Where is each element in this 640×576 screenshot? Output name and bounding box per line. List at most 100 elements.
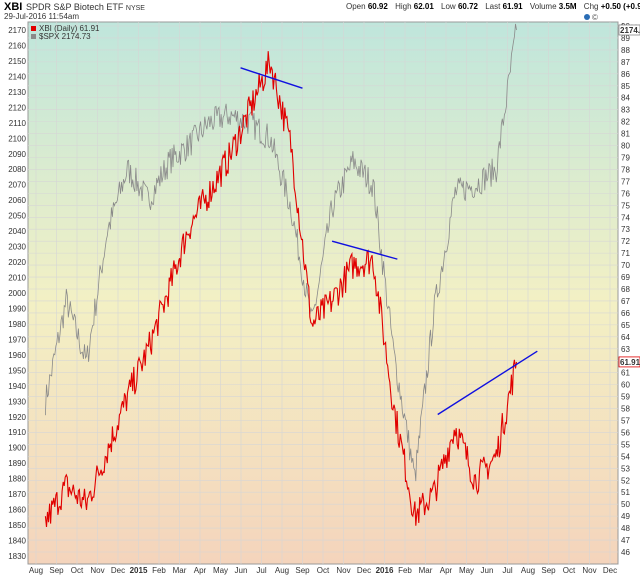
x-tick-label: Oct [563, 566, 576, 575]
high-label: High [395, 2, 412, 11]
xbi-last-tag-box [618, 356, 640, 368]
right-tick-label: 68 [621, 285, 630, 294]
x-tick-label: Mar [419, 566, 433, 575]
right-tick-label: 51 [621, 488, 630, 497]
x-tick-label: Oct [317, 566, 330, 575]
legend-label: XBI (Daily) 61.91 [39, 24, 100, 33]
right-tick-label: 79 [621, 154, 630, 163]
left-tick-label: 2020 [8, 258, 26, 267]
right-tick-label: 73 [621, 225, 630, 234]
left-tick-label: 2070 [8, 181, 26, 190]
left-tick-label: 1890 [8, 459, 26, 468]
left-tick-label: 1910 [8, 428, 26, 437]
right-tick-label: 46 [621, 548, 630, 557]
open-value: 60.92 [367, 2, 388, 11]
x-tick-label: May [459, 566, 474, 575]
left-tick-label: 1940 [8, 382, 26, 391]
last-value-tags: 2174.73 61.91 [618, 24, 640, 368]
x-tick-label: 2015 [130, 566, 148, 575]
left-tick-label: 1830 [8, 552, 26, 561]
xbi-line [44, 51, 518, 528]
xbi-last-tag: 61.91 [620, 358, 640, 367]
right-tick-label: 82 [621, 118, 630, 127]
right-tick-label: 60 [621, 381, 630, 390]
exchange-label: NYSE [125, 5, 145, 12]
right-tick-label: 57 [621, 417, 630, 426]
right-tick-label: 65 [621, 321, 630, 330]
left-tick-label: 2060 [8, 196, 26, 205]
right-tick-label: 80 [621, 142, 630, 151]
open-label: Open [346, 2, 366, 11]
left-tick-label: 2080 [8, 165, 26, 174]
x-tick-label: May [213, 566, 228, 575]
x-tick-label: Sep [295, 566, 310, 575]
right-tick-label: 48 [621, 524, 630, 533]
right-tick-label: 67 [621, 297, 630, 306]
chart-header: XBI SPDR S&P Biotech ETF NYSE 29-Jul-201… [0, 0, 640, 31]
right-tick-label: 72 [621, 237, 630, 246]
left-tick-label: 2120 [8, 103, 26, 112]
x-axis: Aug Sep Oct Nov Dec 2015 Feb Mar Apr May Jun Jul Aug… [29, 566, 617, 575]
left-axis: 1830 1840 1850 1860 1870 1880 1890 1900 1910 1920… [8, 26, 26, 561]
right-tick-label: 61 [621, 369, 630, 378]
left-tick-label: 2100 [8, 134, 26, 143]
trendline [437, 350, 538, 416]
x-tick-label: Dec [111, 566, 125, 575]
last-label: Last [485, 2, 501, 11]
left-tick-label: 2160 [8, 41, 26, 50]
change-value: +0.50 (+0.95%) [600, 2, 640, 11]
spx-line [45, 23, 517, 482]
left-tick-label: 1900 [8, 444, 26, 453]
left-tick-label: 2150 [8, 57, 26, 66]
last-value: 61.91 [502, 2, 523, 11]
left-tick-label: 2010 [8, 274, 26, 283]
right-tick-label: 63 [621, 345, 630, 354]
x-tick-label: Jun [235, 566, 248, 575]
left-tick-label: 2030 [8, 243, 26, 252]
left-tick-label: 1860 [8, 506, 26, 515]
right-tick-label: 59 [621, 393, 630, 402]
right-tick-label: 81 [621, 130, 630, 139]
left-tick-label: 1970 [8, 335, 26, 344]
x-tick-label: Sep [49, 566, 64, 575]
left-tick-label: 1980 [8, 320, 26, 329]
right-tick-label: 75 [621, 201, 630, 210]
left-tick-label: 2050 [8, 212, 26, 221]
low-label: Low [441, 2, 456, 11]
right-tick-label: 83 [621, 106, 630, 115]
security-name: SPDR S&P Biotech ETF [26, 2, 124, 12]
legend-swatch [31, 34, 36, 39]
right-tick-label: 55 [621, 440, 630, 449]
x-tick-label: Dec [603, 566, 617, 575]
left-tick-label: 1990 [8, 304, 26, 313]
left-tick-label: 1870 [8, 490, 26, 499]
left-tick-label: 1880 [8, 475, 26, 484]
right-tick-label: 71 [621, 249, 630, 258]
right-tick-label: 87 [621, 58, 630, 67]
legend-swatch [31, 26, 36, 31]
right-tick-label: 47 [621, 536, 630, 545]
right-tick-label: 88 [621, 46, 630, 55]
right-tick-label: 78 [621, 165, 630, 174]
right-tick-label: 86 [621, 70, 630, 79]
legend: XBI (Daily) 61.91$SPX 2174.73 [31, 24, 100, 41]
x-tick-label: Nov [336, 566, 350, 575]
left-tick-label: 2090 [8, 150, 26, 159]
high-value: 62.01 [413, 2, 434, 11]
gridlines [28, 22, 618, 564]
right-tick-label: 76 [621, 189, 630, 198]
right-tick-label: 84 [621, 94, 630, 103]
left-tick-label: 2040 [8, 227, 26, 236]
right-tick-label: 66 [621, 309, 630, 318]
legend-label: $SPX 2174.73 [39, 32, 91, 41]
spx-last-tag: 2174.73 [620, 26, 640, 35]
quote-datetime: 29-Jul-2016 11:54am [4, 12, 80, 21]
x-tick-label: Oct [71, 566, 84, 575]
right-tick-label: 58 [621, 405, 630, 414]
left-tick-label: 2140 [8, 72, 26, 81]
x-tick-label: Feb [398, 566, 412, 575]
spx-last-tag-box [618, 24, 640, 36]
x-tick-label: Aug [521, 566, 535, 575]
x-tick-label: Aug [29, 566, 43, 575]
low-value: 60.72 [457, 2, 478, 11]
